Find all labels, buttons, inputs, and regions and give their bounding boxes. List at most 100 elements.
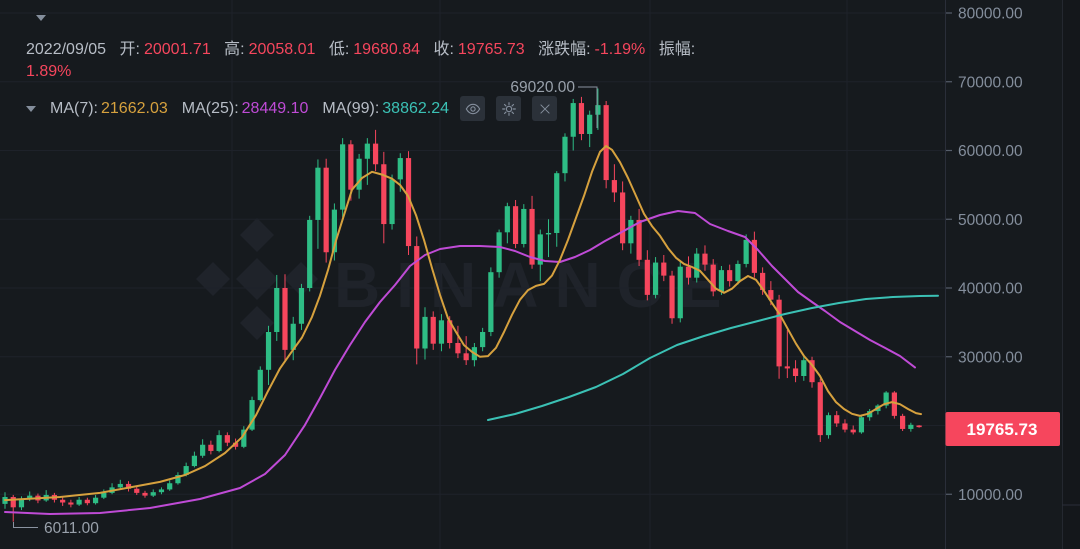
- amplitude-value: 1.89%: [26, 63, 72, 80]
- candle-body: [669, 275, 675, 319]
- candle-body: [68, 502, 74, 505]
- plot-area[interactable]: [0, 0, 945, 549]
- candle-body: [480, 332, 486, 348]
- ma7-value: 21662.03: [101, 99, 168, 117]
- candle-body: [554, 173, 560, 233]
- candle-body: [125, 483, 132, 489]
- last-price-badge[interactable]: [945, 412, 1061, 446]
- candle-body: [463, 353, 469, 361]
- candle-body: [628, 219, 634, 244]
- visibility-toggle-button[interactable]: [460, 96, 486, 121]
- settings-button[interactable]: [496, 96, 522, 121]
- collapse-arrow-icon[interactable]: [36, 15, 46, 21]
- candle-body: [792, 368, 799, 376]
- axis-label: 80000.00: [958, 6, 1023, 23]
- candle-body: [348, 144, 354, 190]
- candle-body: [735, 263, 741, 282]
- amplitude-label: 振幅:: [658, 41, 696, 58]
- low-label: 低:: [328, 41, 350, 58]
- candle-body: [249, 400, 255, 430]
- high-label: 高:: [224, 41, 245, 58]
- candle-body: [323, 167, 329, 253]
- candle-body: [512, 206, 519, 244]
- open-label: 开:: [119, 41, 140, 58]
- axis-label: 50000.00: [958, 212, 1023, 229]
- candle-body: [562, 136, 568, 174]
- candle-body: [232, 442, 239, 447]
- candle-body: [743, 239, 749, 264]
- candle-date: 2022/09/05: [26, 41, 107, 58]
- eye-icon: [465, 103, 480, 114]
- candle-body: [175, 475, 181, 484]
- change-value: -1.19%: [594, 41, 646, 58]
- last-price-value: 19765.73: [967, 420, 1038, 439]
- candle-body: [274, 288, 280, 332]
- axis-label: 40000.00: [958, 281, 1023, 298]
- candle-body: [529, 208, 535, 265]
- candle-body: [290, 323, 296, 350]
- ma-line-ma99: [487, 294, 939, 421]
- peak-annotation-label: 69020.00: [510, 79, 575, 96]
- candle-body: [916, 425, 922, 428]
- close-value: 19765.73: [457, 41, 525, 58]
- close-indicator-button[interactable]: [532, 96, 558, 121]
- candle-body: [537, 234, 543, 265]
- ma25-value: 28449.10: [241, 99, 309, 117]
- candle-body: [307, 219, 313, 288]
- ma-line-ma25: [4, 210, 916, 515]
- candle-body: [265, 332, 272, 370]
- axis-right-margin: [1063, 0, 1080, 549]
- candle-body: [315, 167, 321, 220]
- axis-label: 30000.00: [958, 349, 1023, 366]
- candle-body: [842, 423, 848, 430]
- candle-body: [620, 192, 626, 244]
- amplitude-row: 1.89%: [26, 63, 699, 81]
- candle-body: [372, 143, 379, 165]
- candle-body: [809, 360, 815, 383]
- candle-body: [760, 272, 766, 291]
- candle-body: [92, 497, 99, 504]
- ma25-label: MA(25):: [181, 99, 239, 117]
- candle-body: [908, 424, 914, 429]
- candle-body: [883, 392, 889, 406]
- candle-body: [850, 429, 856, 433]
- trough-annotation-label: 6011.00: [44, 520, 99, 537]
- candle-body: [825, 415, 832, 436]
- change-label: 涨跌幅:: [538, 41, 591, 58]
- candle-body: [397, 158, 403, 180]
- candle-body: [27, 495, 33, 500]
- peak-annotation-line: [578, 86, 598, 128]
- candle-body: [101, 492, 107, 498]
- candle-body: [751, 239, 757, 273]
- ma-row: MA(7): 21662.03 MA(25): 28449.10 MA(99):…: [26, 96, 699, 121]
- ma-line-ma7: [4, 145, 922, 502]
- candle-body: [496, 232, 502, 273]
- candle-body: [455, 343, 461, 354]
- candle-body: [340, 144, 346, 210]
- candle-body: [644, 259, 650, 295]
- ma7-label: MA(7):: [50, 99, 98, 117]
- candle-body: [257, 369, 263, 401]
- annotations: 69020.00 6011.00: [13, 79, 598, 537]
- candle-body: [718, 270, 725, 292]
- candle-body: [405, 158, 412, 247]
- high-value: 20058.01: [248, 41, 316, 58]
- candle-body: [200, 444, 206, 456]
- candle-body: [381, 164, 387, 225]
- candle-body: [167, 483, 173, 490]
- candle-body: [801, 360, 807, 376]
- axis-label: 60000.00: [958, 143, 1023, 160]
- ma-collapse-arrow-icon[interactable]: [26, 105, 36, 112]
- candle-body: [570, 103, 576, 137]
- candle-body: [224, 435, 230, 443]
- candle-body: [142, 492, 148, 496]
- candle-body: [504, 206, 510, 233]
- candle-body: [216, 435, 222, 451]
- ohlc-row: 2022/09/05 开: 20001.71 高: 20058.01 低: 19680…: [26, 35, 699, 59]
- chart-legend: 2022/09/05 开: 20001.71 高: 20058.01 低: 19680…: [26, 8, 699, 121]
- candle-body: [331, 209, 337, 253]
- gear-icon: [501, 101, 516, 116]
- price-axis[interactable]: 80000.00 70000.00 60000.00 50000.00 40000.00…: [945, 0, 1080, 549]
- candle-body: [414, 246, 420, 349]
